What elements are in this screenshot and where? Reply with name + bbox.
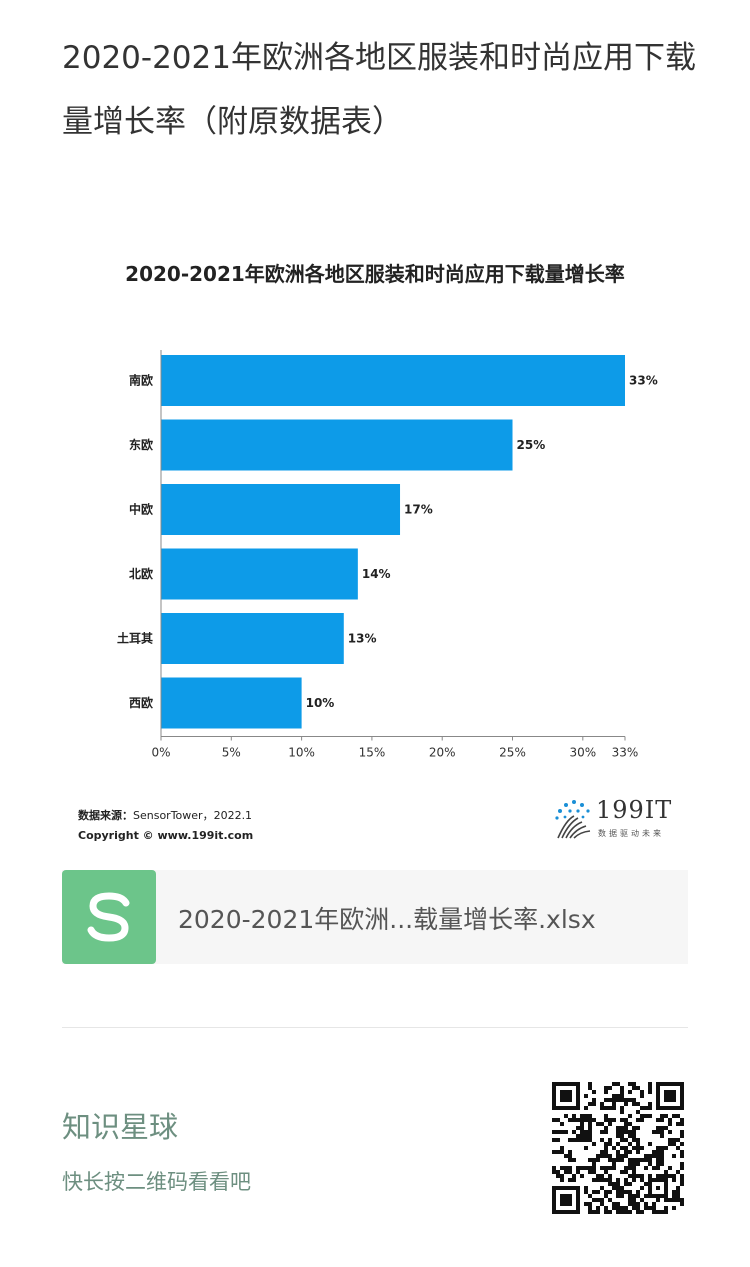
bar-0: [161, 355, 625, 406]
brand-logo: 199IT 数据驱动未来: [552, 796, 682, 842]
category-label-5: 西欧: [129, 695, 153, 710]
planet-subtitle: 快长按二维码看看吧: [62, 1170, 251, 1194]
bar-3: [161, 548, 358, 600]
source-note: 数据来源：SensorTower，2022.1 Copyright © www.…: [78, 806, 253, 846]
chart-title: 2020-2021年欧洲各地区服装和时尚应用下载量增长率: [125, 262, 625, 286]
qr-code-icon[interactable]: [552, 1082, 684, 1214]
category-label-4: 土耳其: [117, 631, 153, 646]
category-label-3: 北欧: [129, 566, 153, 581]
x-tick-label-3: 15%: [359, 746, 386, 760]
x-tick-label-2: 10%: [288, 746, 315, 760]
file-name[interactable]: 2020-2021年欧洲...载量增长率.xlsx: [178, 905, 596, 934]
logo-text: 199IT: [596, 796, 673, 824]
category-label-0: 南欧: [129, 373, 153, 388]
value-label-3: 14%: [362, 567, 391, 581]
value-label-1: 25%: [517, 438, 546, 452]
spreadsheet-icon: [62, 870, 156, 964]
bar-1: [161, 419, 513, 471]
bar-chart: 南欧 33% 东欧 25% 中欧 17% 北欧 14% 土耳其 13% 西欧 10% 0% 5% 10% 15…: [117, 350, 658, 760]
value-label-2: 17%: [404, 503, 433, 517]
x-tick-label-6: 30%: [569, 746, 596, 760]
category-label-1: 东欧: [129, 437, 153, 452]
logo-tagline: 数据驱动未来: [598, 829, 664, 838]
copyright-text: Copyright © www.199it.com: [78, 829, 254, 842]
bar-5: [161, 677, 302, 729]
chart-card: 2020-2021年欧洲各地区服装和时尚应用下载量增长率 南欧 33% 东欧 25% 中…: [62, 230, 688, 855]
x-tick-label-1: 5%: [222, 746, 241, 760]
x-tick-label-5: 25%: [499, 746, 526, 760]
x-tick-label-0: 0%: [151, 746, 170, 760]
dots-logo-icon: [555, 800, 591, 839]
value-label-5: 10%: [306, 696, 335, 710]
value-label-4: 13%: [348, 632, 377, 646]
value-label-0: 33%: [629, 374, 658, 388]
x-tick-label-7: 33%: [612, 746, 639, 760]
bar-4: [161, 613, 344, 664]
x-tick-label-4: 20%: [429, 746, 456, 760]
post-title: 2020-2021年欧洲各地区服装和时尚应用下载量增长率（附原数据表）: [62, 40, 696, 140]
divider: [62, 1027, 688, 1028]
file-attachment[interactable]: 2020-2021年欧洲...载量增长率.xlsx: [62, 870, 688, 964]
bar-2: [161, 484, 401, 535]
category-label-2: 中欧: [129, 502, 153, 517]
planet-title: 知识星球: [62, 1110, 179, 1144]
source-label: 数据来源：: [78, 809, 133, 822]
source-text: SensorTower，2022.1: [133, 809, 253, 822]
